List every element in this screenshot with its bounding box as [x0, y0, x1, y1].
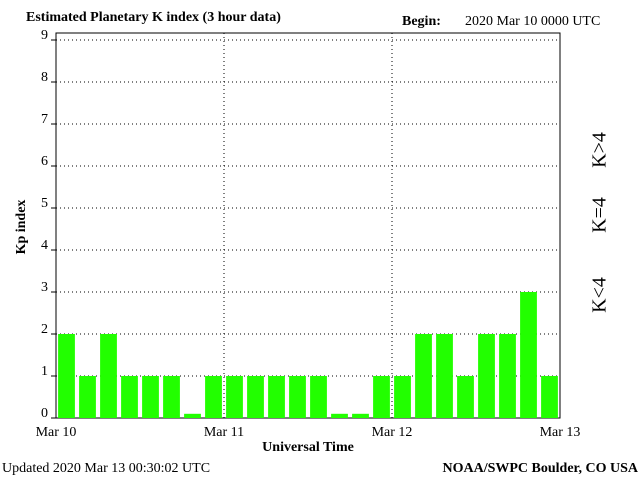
y-tick-label: 0	[41, 406, 48, 421]
y-tick-label: 3	[41, 280, 48, 295]
bar	[205, 376, 222, 418]
bar	[247, 376, 264, 418]
bar	[436, 334, 453, 418]
y-tick-label: 4	[41, 238, 48, 253]
bar	[415, 334, 432, 418]
bar	[331, 413, 348, 418]
bar	[79, 376, 96, 418]
bar	[352, 413, 369, 418]
bar	[541, 376, 558, 418]
bar	[268, 376, 285, 418]
plot-frame	[55, 32, 561, 419]
bar	[394, 376, 411, 418]
begin-label: Begin:	[402, 14, 441, 29]
y-tick-label: 1	[41, 364, 48, 379]
bar	[58, 334, 75, 418]
bar	[520, 292, 537, 418]
bar	[184, 413, 201, 418]
x-tick-label: Mar 10	[36, 425, 77, 440]
bar	[310, 376, 327, 418]
y-tick-label: 9	[41, 28, 48, 43]
y-tick-label: 8	[41, 70, 48, 85]
bar	[457, 376, 474, 418]
legend-entry: K=4	[589, 197, 611, 233]
bar	[121, 376, 138, 418]
legend-entry: K>4	[589, 132, 611, 168]
bar	[142, 376, 159, 418]
updated: Updated 2020 Mar 13 00:30:02 UTC	[2, 461, 210, 476]
begin-value: 2020 Mar 10 0000 UTC	[465, 14, 600, 29]
credit: NOAA/SWPC Boulder, CO USA	[442, 461, 638, 476]
chart-title: Estimated Planetary K index (3 hour data…	[26, 10, 281, 25]
x-tick-label: Mar 13	[540, 425, 581, 440]
y-tick-label: 6	[41, 154, 48, 169]
bar	[373, 376, 390, 418]
bar	[289, 376, 306, 418]
bar	[499, 334, 516, 418]
x-tick-label: Mar 12	[372, 425, 413, 440]
bar	[478, 334, 495, 418]
legend-entry: K<4	[589, 277, 611, 313]
bar	[100, 334, 117, 418]
bar	[226, 376, 243, 418]
y-tick-label: 7	[41, 112, 48, 127]
y-tick-label: 5	[41, 196, 48, 211]
x-tick-label: Mar 11	[204, 425, 244, 440]
bar	[163, 376, 180, 418]
x-axis-label: Universal Time	[262, 440, 354, 455]
y-axis-label: Kp index	[14, 200, 29, 255]
y-tick-label: 2	[41, 322, 48, 337]
